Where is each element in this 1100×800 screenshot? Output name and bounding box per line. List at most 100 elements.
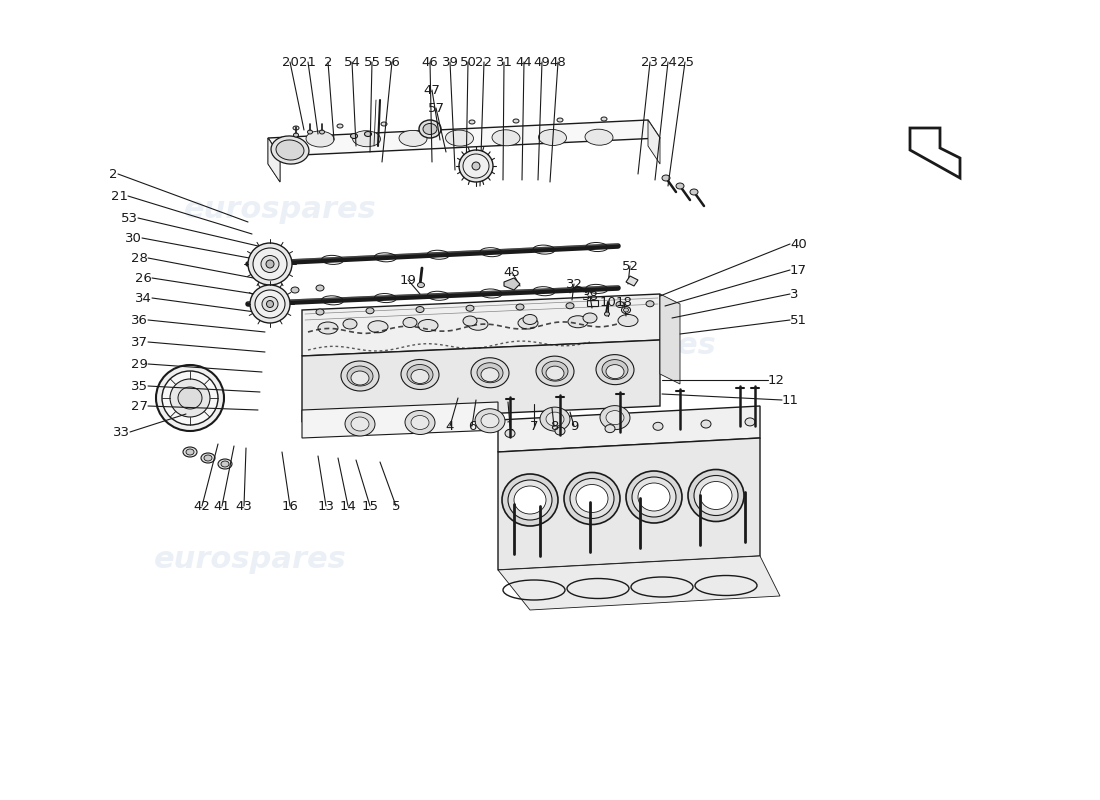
Text: 48: 48 — [550, 55, 566, 69]
Ellipse shape — [343, 319, 358, 329]
Ellipse shape — [250, 285, 290, 323]
Text: 50: 50 — [460, 55, 476, 69]
Text: 17: 17 — [790, 263, 807, 277]
Polygon shape — [648, 120, 660, 164]
Ellipse shape — [502, 474, 558, 526]
Polygon shape — [302, 294, 660, 356]
Ellipse shape — [466, 306, 474, 311]
Ellipse shape — [183, 447, 197, 457]
Polygon shape — [498, 406, 760, 452]
Ellipse shape — [308, 130, 312, 134]
Ellipse shape — [471, 358, 509, 388]
Text: 55: 55 — [363, 55, 381, 69]
Text: 34: 34 — [135, 291, 152, 305]
Ellipse shape — [638, 483, 670, 511]
Ellipse shape — [606, 410, 624, 425]
Ellipse shape — [508, 480, 552, 520]
Ellipse shape — [221, 461, 229, 467]
Ellipse shape — [381, 122, 387, 126]
Ellipse shape — [306, 131, 334, 147]
Ellipse shape — [419, 120, 441, 138]
Text: 6: 6 — [468, 419, 476, 433]
Ellipse shape — [463, 154, 490, 178]
Text: 10: 10 — [600, 295, 616, 309]
Ellipse shape — [546, 366, 564, 380]
Polygon shape — [498, 438, 760, 570]
Ellipse shape — [253, 248, 287, 280]
Text: 44: 44 — [516, 55, 532, 69]
Text: 33: 33 — [113, 426, 130, 438]
Text: 41: 41 — [213, 499, 230, 513]
Ellipse shape — [266, 260, 274, 268]
Ellipse shape — [345, 412, 375, 436]
Ellipse shape — [492, 130, 520, 146]
Ellipse shape — [653, 422, 663, 430]
Ellipse shape — [481, 368, 499, 382]
Text: 7: 7 — [530, 419, 538, 433]
Text: 14: 14 — [340, 499, 356, 513]
Ellipse shape — [162, 371, 218, 425]
Text: 16: 16 — [282, 499, 298, 513]
Text: 1: 1 — [506, 419, 515, 433]
Text: 18: 18 — [616, 295, 632, 309]
Ellipse shape — [463, 316, 477, 326]
Text: 31: 31 — [495, 55, 513, 69]
Ellipse shape — [469, 120, 475, 124]
Ellipse shape — [570, 478, 614, 518]
Ellipse shape — [341, 361, 380, 391]
Ellipse shape — [576, 485, 608, 513]
Text: 3: 3 — [790, 287, 799, 301]
Polygon shape — [302, 340, 660, 422]
Ellipse shape — [271, 136, 309, 164]
Ellipse shape — [694, 475, 738, 515]
Ellipse shape — [255, 290, 285, 318]
Polygon shape — [910, 128, 960, 178]
Polygon shape — [626, 276, 638, 286]
Text: eurospares: eurospares — [524, 330, 716, 359]
Text: 9: 9 — [570, 419, 579, 433]
Ellipse shape — [676, 183, 684, 189]
Ellipse shape — [351, 134, 358, 138]
Ellipse shape — [411, 415, 429, 430]
Polygon shape — [268, 138, 280, 182]
Ellipse shape — [566, 302, 574, 309]
Text: 22: 22 — [475, 55, 493, 69]
Ellipse shape — [204, 455, 212, 461]
Ellipse shape — [601, 117, 607, 121]
Ellipse shape — [218, 459, 232, 469]
Text: 26: 26 — [135, 271, 152, 285]
Ellipse shape — [346, 366, 373, 386]
Ellipse shape — [399, 130, 427, 146]
Ellipse shape — [745, 418, 755, 426]
Ellipse shape — [459, 150, 493, 182]
Polygon shape — [268, 138, 280, 182]
Ellipse shape — [170, 379, 210, 417]
Ellipse shape — [596, 354, 634, 385]
Text: 38: 38 — [582, 290, 598, 302]
Text: 51: 51 — [790, 314, 807, 326]
Text: 36: 36 — [131, 314, 149, 326]
Ellipse shape — [522, 314, 537, 325]
Text: 52: 52 — [621, 259, 638, 273]
Polygon shape — [498, 556, 780, 610]
Text: 32: 32 — [565, 278, 583, 290]
Ellipse shape — [156, 365, 224, 431]
Text: 5: 5 — [392, 499, 400, 513]
Text: 54: 54 — [343, 55, 361, 69]
Ellipse shape — [602, 360, 628, 380]
Text: 4: 4 — [446, 419, 454, 433]
Ellipse shape — [646, 301, 654, 306]
Text: 20: 20 — [282, 55, 298, 69]
Ellipse shape — [518, 317, 538, 329]
Text: 12: 12 — [768, 374, 785, 386]
Ellipse shape — [542, 361, 568, 381]
Text: 24: 24 — [660, 55, 676, 69]
Ellipse shape — [505, 430, 515, 438]
Text: 23: 23 — [641, 55, 659, 69]
Text: 27: 27 — [131, 399, 149, 413]
Ellipse shape — [606, 365, 624, 378]
Text: 21: 21 — [111, 190, 128, 202]
Text: 28: 28 — [131, 251, 149, 265]
Text: eurospares: eurospares — [154, 546, 346, 574]
Ellipse shape — [618, 314, 638, 326]
